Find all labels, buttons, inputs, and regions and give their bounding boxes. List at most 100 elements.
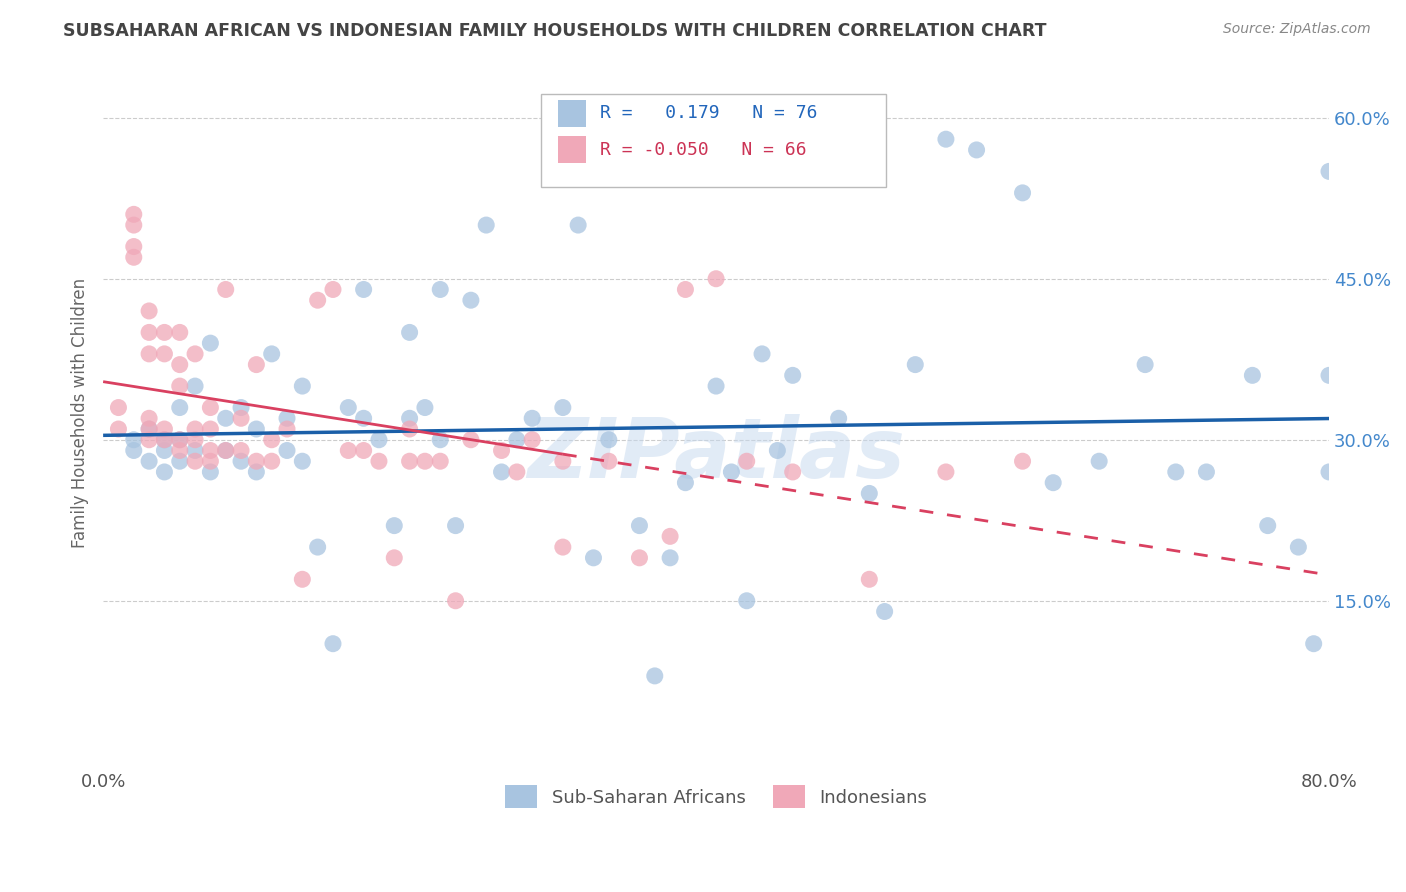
Text: R =   0.179   N = 76: R = 0.179 N = 76 (600, 104, 818, 122)
Point (322, 637, 344, 651)
Point (337, 443, 360, 458)
Point (169, 401, 191, 415)
Point (782, 465, 804, 479)
Point (276, 443, 298, 458)
Point (368, 433, 391, 447)
Point (1317, 164, 1340, 178)
Y-axis label: Family Households with Children: Family Households with Children (72, 277, 89, 548)
Point (184, 422, 207, 436)
Point (551, 454, 574, 468)
Point (184, 454, 207, 468)
Point (169, 433, 191, 447)
Point (506, 433, 529, 447)
Point (704, 271, 727, 285)
Point (1133, 358, 1156, 372)
Point (551, 540, 574, 554)
Point (200, 443, 222, 458)
Point (766, 443, 789, 458)
Text: SUBSAHARAN AFRICAN VS INDONESIAN FAMILY HOUSEHOLDS WITH CHILDREN CORRELATION CHA: SUBSAHARAN AFRICAN VS INDONESIAN FAMILY … (63, 22, 1047, 40)
Point (200, 454, 222, 468)
Point (1195, 465, 1218, 479)
Point (153, 443, 176, 458)
Legend: Sub-Saharan Africans, Indonesians: Sub-Saharan Africans, Indonesians (498, 778, 935, 815)
Point (398, 422, 420, 436)
Point (215, 283, 238, 297)
Point (169, 326, 191, 340)
Point (184, 347, 207, 361)
Point (122, 433, 145, 447)
Point (276, 422, 298, 436)
Point (398, 454, 420, 468)
Point (245, 358, 267, 372)
Point (382, 518, 405, 533)
Point (1088, 454, 1111, 468)
Point (229, 401, 252, 415)
Point (1241, 368, 1264, 383)
Point (291, 379, 314, 393)
Point (673, 283, 696, 297)
Point (138, 422, 160, 436)
Point (382, 550, 405, 565)
Point (1302, 637, 1324, 651)
Point (153, 465, 176, 479)
Point (215, 411, 238, 425)
Point (1317, 368, 1340, 383)
Point (169, 358, 191, 372)
Point (229, 443, 252, 458)
Point (368, 454, 391, 468)
Point (1286, 540, 1309, 554)
Point (245, 465, 267, 479)
Point (122, 207, 145, 221)
Point (935, 465, 957, 479)
Point (260, 347, 283, 361)
Point (138, 433, 160, 447)
Point (858, 572, 880, 586)
Point (138, 304, 160, 318)
Point (598, 454, 620, 468)
Point (659, 550, 682, 565)
Point (322, 283, 344, 297)
Point (1164, 465, 1187, 479)
Point (122, 239, 145, 253)
Point (1042, 475, 1064, 490)
Point (413, 401, 436, 415)
Point (398, 411, 420, 425)
Point (491, 443, 513, 458)
Point (215, 443, 238, 458)
Point (200, 336, 222, 351)
Point (429, 283, 451, 297)
Point (858, 486, 880, 500)
Point (153, 347, 176, 361)
Point (873, 605, 896, 619)
Point (904, 358, 927, 372)
Point (107, 401, 129, 415)
Point (200, 401, 222, 415)
Point (153, 433, 176, 447)
Point (229, 411, 252, 425)
Point (673, 475, 696, 490)
Point (122, 250, 145, 264)
Point (522, 411, 544, 425)
Point (429, 454, 451, 468)
Point (138, 422, 160, 436)
Text: Source: ZipAtlas.com: Source: ZipAtlas.com (1223, 22, 1371, 37)
Point (337, 401, 360, 415)
Point (827, 411, 849, 425)
Point (1011, 186, 1033, 200)
Point (169, 379, 191, 393)
Point (200, 422, 222, 436)
Point (307, 540, 329, 554)
Point (229, 454, 252, 468)
Point (628, 518, 651, 533)
Point (751, 347, 773, 361)
Point (506, 465, 529, 479)
Point (782, 368, 804, 383)
Point (245, 454, 267, 468)
Point (307, 293, 329, 308)
Point (107, 422, 129, 436)
Point (215, 443, 238, 458)
Point (291, 454, 314, 468)
Point (491, 465, 513, 479)
Point (551, 401, 574, 415)
Point (138, 347, 160, 361)
